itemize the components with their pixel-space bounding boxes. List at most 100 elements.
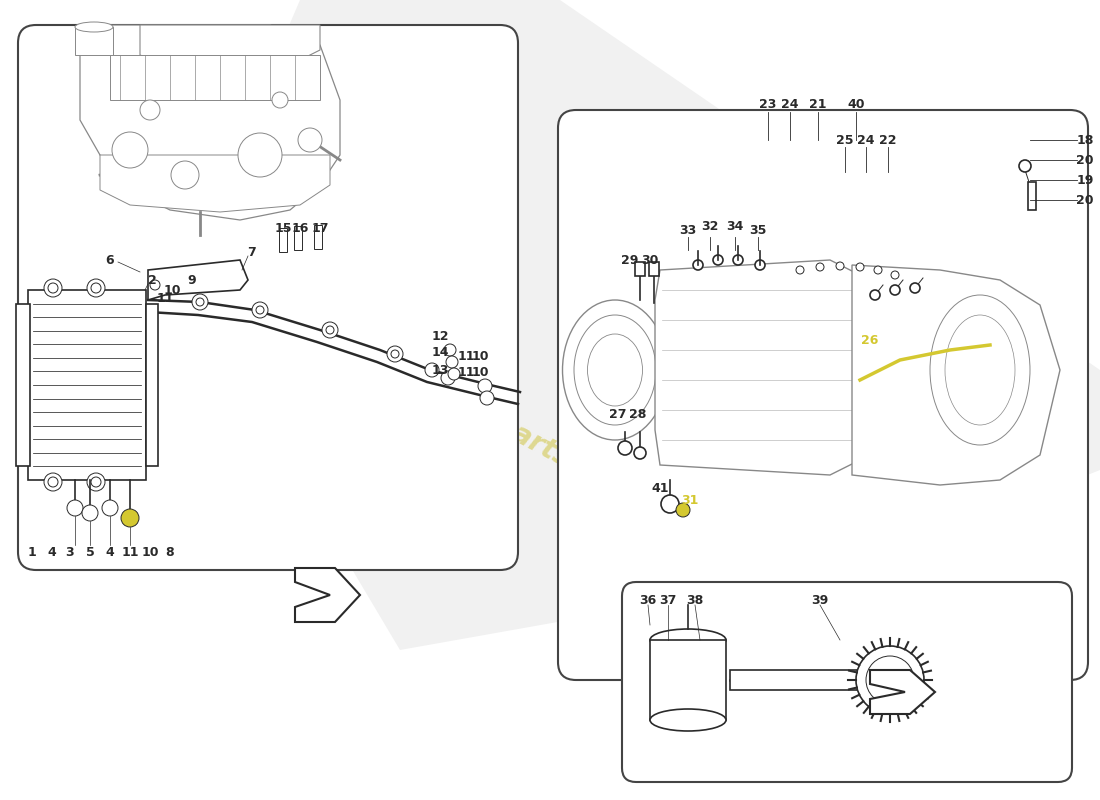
Circle shape [856, 263, 864, 271]
Circle shape [478, 379, 492, 393]
Text: 20: 20 [1076, 154, 1093, 166]
Circle shape [390, 350, 399, 358]
Text: 8: 8 [166, 546, 174, 558]
Text: 2: 2 [147, 274, 156, 286]
Bar [28, 290, 146, 480]
Text: 26: 26 [861, 334, 879, 346]
Text: 29: 29 [621, 254, 639, 266]
Circle shape [272, 92, 288, 108]
Circle shape [866, 656, 914, 704]
Text: 9: 9 [188, 274, 196, 286]
Text: 21: 21 [810, 98, 827, 111]
Circle shape [150, 280, 160, 290]
Text: 25: 25 [836, 134, 854, 146]
Circle shape [713, 255, 723, 265]
Text: 31: 31 [681, 494, 698, 506]
Bar [75, 27, 113, 55]
Ellipse shape [75, 22, 113, 32]
FancyBboxPatch shape [558, 110, 1088, 680]
Circle shape [326, 326, 334, 334]
Circle shape [192, 294, 208, 310]
Bar [110, 55, 320, 100]
Text: 10: 10 [471, 366, 488, 378]
Polygon shape [80, 25, 340, 220]
Circle shape [48, 477, 58, 487]
Text: 3: 3 [66, 546, 75, 558]
Circle shape [870, 290, 880, 300]
Circle shape [387, 346, 403, 362]
Polygon shape [852, 265, 1060, 485]
Ellipse shape [562, 300, 668, 440]
Text: 30: 30 [641, 254, 659, 266]
Ellipse shape [587, 334, 642, 406]
Text: 11: 11 [458, 350, 475, 362]
Text: 40: 40 [847, 98, 865, 111]
Text: 13: 13 [431, 363, 449, 377]
Circle shape [91, 283, 101, 293]
Circle shape [796, 266, 804, 274]
Text: 19: 19 [1076, 174, 1093, 186]
Circle shape [693, 260, 703, 270]
Text: 5: 5 [86, 546, 95, 558]
Polygon shape [148, 260, 248, 300]
Bar [294, 226, 302, 250]
Bar [1028, 182, 1036, 210]
Circle shape [816, 263, 824, 271]
Bar [649, 262, 659, 276]
Circle shape [676, 503, 690, 517]
Bar [279, 228, 287, 252]
Circle shape [425, 363, 439, 377]
Text: 6: 6 [106, 254, 114, 266]
Circle shape [140, 100, 159, 120]
Circle shape [170, 161, 199, 189]
Ellipse shape [650, 629, 726, 651]
Circle shape [480, 391, 494, 405]
Circle shape [446, 356, 458, 368]
Text: 10: 10 [163, 283, 180, 297]
Circle shape [87, 473, 104, 491]
Text: 38: 38 [686, 594, 704, 606]
Circle shape [910, 283, 920, 293]
Text: 33: 33 [680, 223, 696, 237]
Circle shape [252, 302, 268, 318]
Bar [730, 670, 870, 690]
Ellipse shape [945, 315, 1015, 425]
Bar [16, 304, 30, 466]
Circle shape [755, 260, 764, 270]
Text: 35: 35 [749, 223, 767, 237]
Text: 22: 22 [879, 134, 896, 146]
Circle shape [256, 306, 264, 314]
Text: 37: 37 [659, 594, 676, 606]
Text: 16: 16 [292, 222, 309, 234]
Text: 36: 36 [639, 594, 657, 606]
Polygon shape [654, 260, 860, 475]
Text: 24: 24 [781, 98, 799, 111]
Circle shape [91, 477, 101, 487]
Bar [650, 640, 726, 720]
Circle shape [874, 266, 882, 274]
Circle shape [618, 441, 632, 455]
Text: 32: 32 [702, 221, 718, 234]
Circle shape [102, 500, 118, 516]
Text: 28: 28 [629, 409, 647, 422]
Text: 10: 10 [471, 350, 488, 362]
Polygon shape [295, 568, 360, 622]
Circle shape [44, 279, 62, 297]
Circle shape [882, 672, 898, 688]
Circle shape [298, 128, 322, 152]
Text: 7: 7 [248, 246, 256, 258]
Text: 15: 15 [274, 222, 292, 234]
Bar [314, 225, 322, 249]
Circle shape [634, 447, 646, 459]
Text: 23: 23 [759, 98, 777, 111]
FancyBboxPatch shape [621, 582, 1072, 782]
Circle shape [891, 271, 899, 279]
FancyBboxPatch shape [18, 25, 518, 570]
Polygon shape [180, 0, 1100, 650]
Text: 14: 14 [431, 346, 449, 359]
Text: 41: 41 [651, 482, 669, 494]
Ellipse shape [574, 315, 656, 425]
Ellipse shape [930, 295, 1030, 445]
Circle shape [87, 279, 104, 297]
Text: 4: 4 [106, 546, 114, 558]
